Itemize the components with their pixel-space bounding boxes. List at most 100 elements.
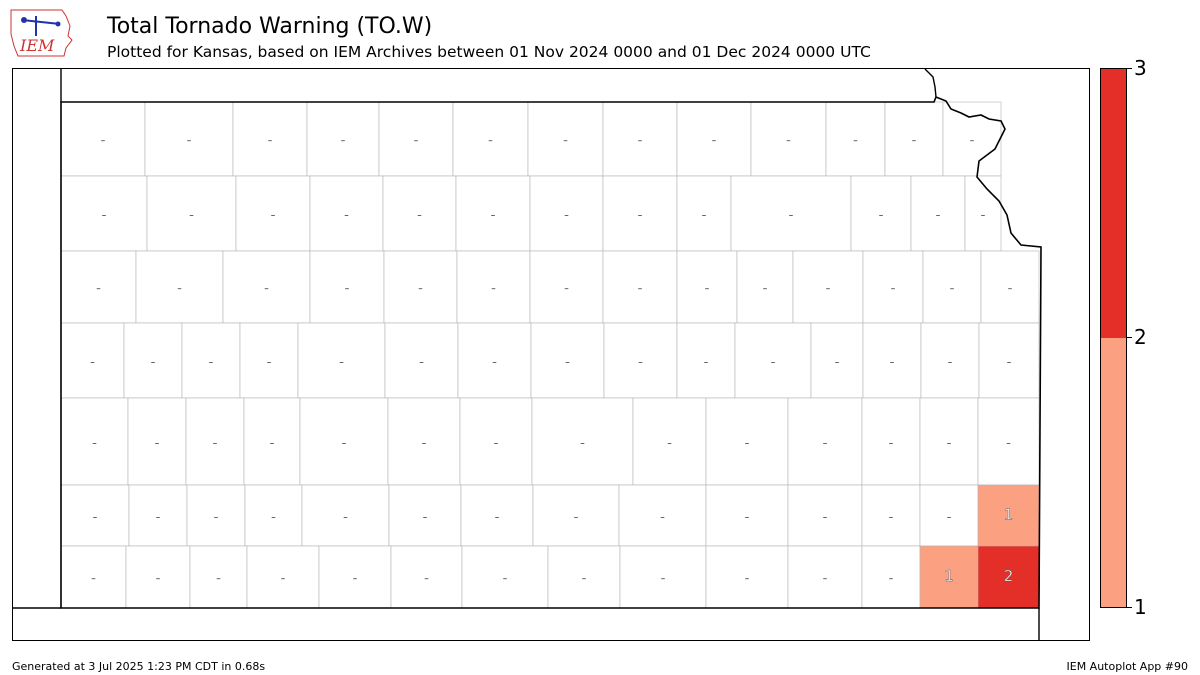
county-polygon	[387, 397, 461, 486]
county-empty-marker: –	[343, 513, 348, 523]
county-polygon	[461, 545, 549, 609]
county-polygon	[919, 397, 979, 486]
county-empty-marker: –	[563, 136, 568, 146]
county-empty-marker: –	[419, 358, 424, 368]
county-empty-marker: –	[889, 574, 894, 584]
county-empty-marker: –	[91, 574, 96, 584]
county-polygon	[246, 545, 320, 609]
county-polygon	[619, 545, 707, 609]
county-empty-marker: –	[492, 358, 497, 368]
county-polygon	[388, 484, 462, 547]
missouri-river-border	[924, 69, 937, 98]
county-polygon	[787, 484, 863, 547]
county-empty-marker: –	[268, 136, 273, 146]
county-empty-marker: –	[418, 284, 423, 294]
county-polygon	[384, 322, 459, 399]
county-empty-marker: –	[503, 574, 508, 584]
county-empty-marker: –	[345, 284, 350, 294]
county-empty-marker: –	[271, 513, 276, 523]
county-polygon	[787, 397, 863, 486]
county-empty-marker: –	[564, 284, 569, 294]
county-empty-marker: –	[102, 211, 107, 221]
colorbar-level-2	[1101, 69, 1126, 338]
county-empty-marker: –	[823, 574, 828, 584]
county-polygon	[60, 250, 137, 324]
county-empty-marker: –	[835, 358, 840, 368]
county-empty-marker: –	[981, 211, 986, 221]
kansas-state-border	[60, 95, 1042, 609]
county-empty-marker: –	[638, 136, 643, 146]
county-empty-marker: –	[90, 358, 95, 368]
county-empty-marker: –	[704, 358, 709, 368]
county-empty-marker: –	[209, 358, 214, 368]
county-empty-marker: –	[417, 211, 422, 221]
county-empty-marker: –	[853, 136, 858, 146]
colorbar-level-1	[1101, 338, 1126, 607]
county-empty-marker: –	[891, 284, 896, 294]
county-polygon	[60, 545, 127, 609]
county-polygon	[125, 545, 191, 609]
county-empty-marker: –	[889, 439, 894, 449]
county-empty-marker: –	[745, 513, 750, 523]
county-empty-marker: –	[947, 439, 952, 449]
county-empty-marker: –	[270, 439, 275, 449]
marker-layer: – – – – – – – – – – – – – – – – – – – – – – – – – – – – – – – – – – – – – – – –…	[90, 136, 1013, 585]
county-polygon	[244, 484, 303, 547]
county-empty-marker: –	[889, 513, 894, 523]
county-polygon	[977, 397, 1040, 486]
county-layer	[60, 101, 1040, 609]
page-title: Total Tornado Warning (TO.W)	[107, 14, 433, 39]
oklahoma-border-south	[13, 607, 1040, 640]
county-empty-marker: –	[96, 284, 101, 294]
kansas-county-map: – – – – – – – – – – – – – – – – – – – – – – – – – – – – – – – – – – – – – – – –…	[13, 69, 1042, 640]
county-polygon	[825, 101, 886, 177]
county-empty-marker: –	[271, 211, 276, 221]
county-empty-marker: –	[936, 211, 941, 221]
map-panel[interactable]: – – – – – – – – – – – – – – – – – – – – – – – – – – – – – – – – – – – – – – – –…	[12, 68, 1090, 641]
county-empty-marker: –	[267, 358, 272, 368]
county-polygon	[964, 175, 1002, 252]
county-polygon	[127, 397, 187, 486]
county-count-label: 2	[1004, 567, 1014, 585]
county-polygon	[299, 397, 389, 486]
county-polygon	[318, 545, 392, 609]
county-polygon	[632, 397, 707, 486]
county-polygon	[602, 250, 678, 324]
county-empty-marker: –	[353, 574, 358, 584]
county-empty-marker: –	[92, 439, 97, 449]
county-polygon	[750, 101, 827, 177]
colorbar	[1100, 68, 1127, 608]
generated-timestamp: Generated at 3 Jul 2025 1:23 PM CDT in 0…	[12, 660, 266, 673]
county-polygon	[60, 175, 148, 252]
county-empty-marker: –	[950, 284, 955, 294]
county-polygon	[850, 175, 912, 252]
county-polygon	[460, 484, 534, 547]
county-empty-marker: –	[970, 136, 975, 146]
colorbar-tick	[1127, 68, 1132, 69]
county-empty-marker: –	[156, 574, 161, 584]
county-empty-marker: –	[661, 574, 666, 584]
county-empty-marker: –	[1007, 358, 1012, 368]
county-polygon	[455, 175, 531, 252]
county-polygon	[922, 250, 982, 324]
county-empty-marker: –	[101, 136, 106, 146]
county-empty-marker: –	[574, 513, 579, 523]
page-subtitle: Plotted for Kansas, based on IEM Archive…	[107, 43, 871, 61]
county-empty-marker: –	[745, 439, 750, 449]
county-polygon	[309, 175, 384, 252]
county-polygon	[736, 250, 794, 324]
county-empty-marker: –	[495, 513, 500, 523]
county-empty-marker: –	[189, 211, 194, 221]
county-empty-marker: –	[344, 211, 349, 221]
county-polygon	[977, 484, 1040, 547]
county-polygon	[792, 250, 864, 324]
county-empty-marker: –	[705, 284, 710, 294]
county-polygon	[942, 101, 1002, 177]
county-empty-marker: –	[763, 284, 768, 294]
county-empty-marker: –	[216, 574, 221, 584]
county-polygon	[135, 250, 224, 324]
county-polygon	[530, 322, 605, 399]
county-polygon	[810, 322, 864, 399]
county-empty-marker: –	[187, 136, 192, 146]
county-empty-marker: –	[879, 211, 884, 221]
